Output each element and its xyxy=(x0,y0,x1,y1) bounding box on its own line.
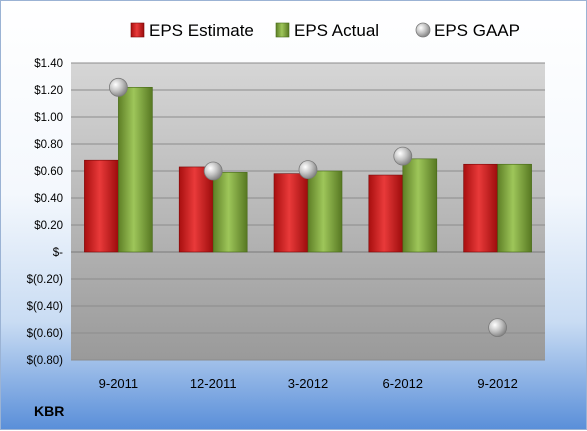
legend-swatch-eps-estimate xyxy=(130,22,145,38)
bar-eps-estimate xyxy=(463,163,498,253)
y-tick-label: $0.60 xyxy=(34,166,63,178)
x-tick-label: 9-2011 xyxy=(99,376,139,391)
legend-label: EPS GAAP xyxy=(434,21,520,40)
y-tick-label: $0.40 xyxy=(34,193,63,205)
chart-marks xyxy=(84,77,532,338)
marker-eps-gaap xyxy=(393,146,413,166)
x-axis: 9-2011 12-2011 3-2012 6-2012 9-2012 xyxy=(99,376,518,391)
legend-swatch-eps-gaap xyxy=(415,22,431,38)
y-tick-label: $(0.40) xyxy=(27,301,64,313)
y-axis: $1.40 $1.20 $1.00 $0.80 $0.60 $0.40 $0.20 $- $(0… xyxy=(27,58,64,367)
y-tick-label: $(0.60) xyxy=(27,328,64,340)
y-tick-label: $(0.80) xyxy=(27,355,64,367)
bar-eps-estimate xyxy=(273,173,309,253)
y-tick-label: $0.80 xyxy=(34,139,63,151)
bar-eps-estimate xyxy=(368,174,404,253)
y-tick-label: $1.00 xyxy=(34,112,63,124)
marker-eps-gaap xyxy=(298,160,318,180)
ticker-label: KBR xyxy=(34,403,65,419)
y-tick-label: $- xyxy=(53,247,63,259)
bar-eps-actual xyxy=(212,172,248,253)
y-tick-label: $1.40 xyxy=(34,58,63,70)
bar-eps-estimate xyxy=(178,166,214,253)
y-tick-label: $1.20 xyxy=(34,85,63,97)
x-tick-label: 12-2011 xyxy=(190,376,237,391)
legend-label: EPS Estimate xyxy=(149,21,254,40)
bar-eps-actual xyxy=(307,170,343,253)
bar-eps-estimate xyxy=(84,159,119,253)
legend-swatch-eps-actual xyxy=(275,22,290,38)
x-tick-label: 6-2012 xyxy=(383,376,423,391)
legend: EPS Estimate EPS Actual EPS GAAP xyxy=(130,21,520,40)
marker-eps-gaap xyxy=(488,318,508,338)
bar-eps-actual xyxy=(497,163,532,253)
x-tick-label: 3-2012 xyxy=(288,376,328,391)
marker-eps-gaap xyxy=(109,77,128,97)
y-tick-label: $0.20 xyxy=(34,220,63,232)
legend-label: EPS Actual xyxy=(294,21,379,40)
marker-eps-gaap xyxy=(203,161,223,181)
x-tick-label: 9-2012 xyxy=(477,376,517,391)
bar-eps-actual xyxy=(402,158,438,253)
y-tick-label: $(0.20) xyxy=(27,274,64,286)
bar-eps-actual xyxy=(118,87,153,253)
